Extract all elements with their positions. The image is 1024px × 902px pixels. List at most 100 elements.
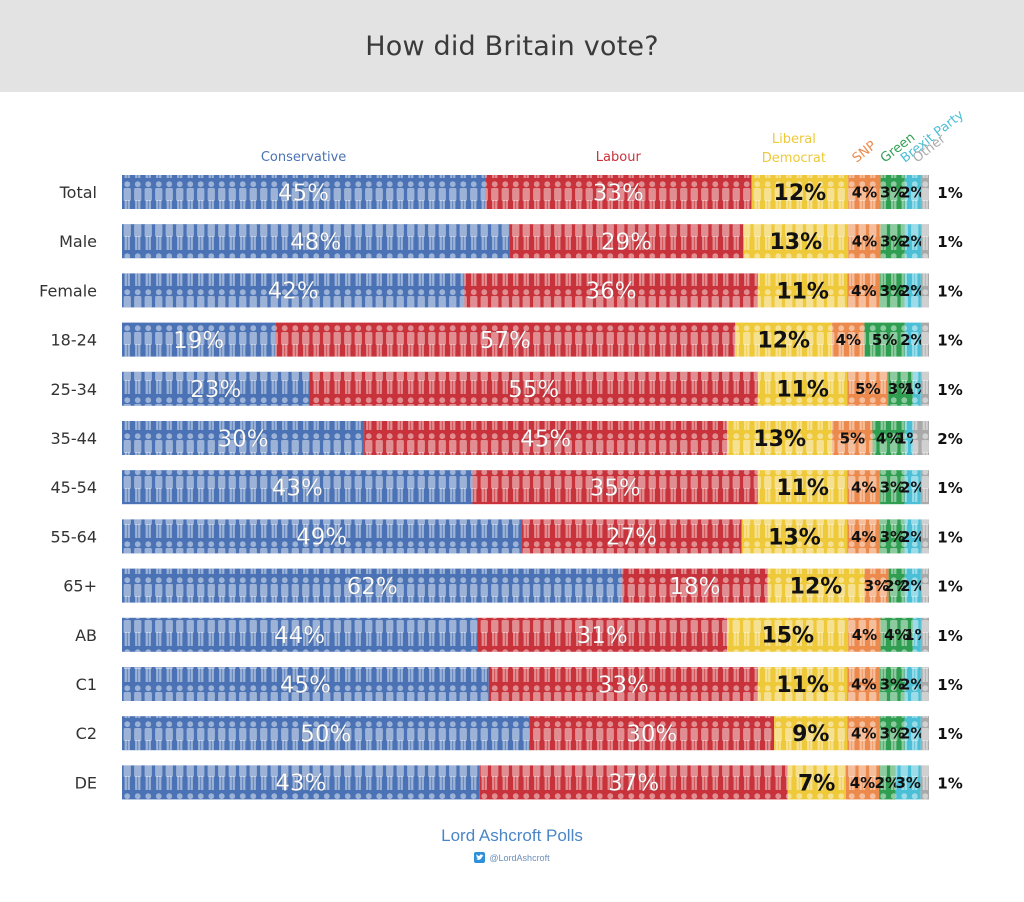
people-icon-overlay	[880, 224, 905, 259]
people-icon-overlay	[727, 421, 833, 455]
data-label-snp: 4%	[850, 774, 875, 792]
people-icon-overlay	[904, 175, 921, 209]
data-label-conservative: 49%	[296, 525, 347, 551]
data-label-snp: 4%	[852, 233, 877, 251]
people-icon-overlay	[880, 519, 905, 554]
people-icon-overlay	[757, 470, 848, 505]
data-label-brexit-party: 2%	[900, 183, 925, 201]
data-label-liberal-democrat: 9%	[792, 722, 829, 747]
people-icon-overlay	[904, 322, 921, 357]
people-icon-overlay	[122, 519, 522, 554]
data-label-labour: 33%	[598, 672, 649, 698]
category-label: 45-54	[51, 478, 98, 497]
people-icon-overlay	[122, 371, 310, 406]
people-icon-overlay	[847, 716, 881, 751]
data-label-conservative: 45%	[278, 180, 329, 206]
category-label: 65+	[63, 577, 97, 596]
data-label-brexit-party: 2%	[900, 233, 925, 251]
data-label-conservative: 62%	[347, 574, 398, 600]
data-label-other: 1%	[937, 627, 962, 645]
data-label-green: 3%	[880, 233, 905, 251]
category-label: C2	[76, 724, 97, 743]
people-icon-overlay	[472, 470, 758, 505]
data-label-other: 2%	[937, 430, 962, 448]
people-icon-overlay	[880, 273, 905, 308]
bar-row-25-34: 25-34 23% 55% 11% 5% 3%1% 1%	[51, 371, 963, 406]
people-icon-overlay	[847, 519, 881, 554]
people-icon-overlay	[741, 519, 848, 554]
people-icon-overlay	[880, 175, 905, 209]
people-icon-overlay	[477, 617, 728, 652]
people-icon-overlay	[879, 765, 896, 800]
people-icon-overlay	[904, 667, 921, 701]
data-label-liberal-democrat: 15%	[761, 624, 814, 649]
people-icon-overlay	[920, 224, 929, 259]
data-label-labour: 57%	[480, 328, 531, 354]
data-label-labour: 37%	[608, 771, 659, 797]
data-label-other: 1%	[937, 184, 962, 202]
data-label-labour: 35%	[590, 475, 641, 501]
people-icon-overlay	[767, 568, 865, 603]
people-icon-overlay	[122, 175, 486, 209]
people-icon-overlay	[509, 224, 744, 259]
people-icon-overlay	[751, 175, 849, 209]
people-icon-overlay	[872, 421, 905, 455]
people-icon-overlay	[895, 765, 921, 800]
people-icon-overlay	[848, 175, 881, 209]
data-label-green: 4%	[876, 429, 901, 447]
category-label: Total	[59, 183, 97, 202]
bar-row-female: Female 42% 36% 11% 4% 3%2% 1%	[39, 273, 963, 308]
data-label-snp: 3%	[864, 577, 889, 595]
people-icon-overlay	[880, 716, 905, 751]
data-label-conservative: 23%	[190, 377, 241, 403]
data-label-conservative: 48%	[290, 229, 341, 255]
data-label-green: 2%	[875, 774, 900, 792]
data-label-green: 3%	[880, 282, 905, 300]
people-icon-overlay	[488, 667, 758, 701]
category-label: Male	[59, 232, 97, 251]
people-icon-overlay	[848, 224, 881, 259]
people-icon-overlay	[122, 765, 480, 800]
people-icon-overlay	[920, 175, 929, 209]
data-label-snp: 4%	[836, 331, 861, 349]
people-icon-overlay	[622, 568, 768, 603]
people-icon-overlay	[904, 716, 921, 751]
data-label-green: 3%	[880, 725, 905, 743]
people-icon-overlay	[122, 322, 276, 357]
data-label-conservative: 43%	[275, 771, 326, 797]
people-icon-overlay	[122, 617, 478, 652]
data-label-snp: 4%	[851, 725, 876, 743]
data-label-snp: 4%	[851, 479, 876, 497]
legend-conservative: Conservative	[261, 150, 346, 165]
data-label-liberal-democrat: 7%	[798, 771, 835, 796]
data-label-green: 3%	[880, 183, 905, 201]
people-icon-overlay	[912, 371, 921, 406]
data-label-labour: 29%	[601, 229, 652, 255]
data-label-green: 2%	[884, 577, 909, 595]
people-icon-overlay	[122, 568, 623, 603]
people-icon-overlay	[904, 519, 921, 554]
people-icon-overlay	[904, 470, 921, 505]
data-label-labour: 18%	[669, 574, 720, 600]
bar-row-total: Total 45% 33% 12% 4% 3%2% 1%	[59, 175, 963, 209]
people-icon-overlay	[880, 470, 905, 505]
category-label: 25-34	[51, 380, 98, 399]
category-label: Female	[39, 281, 97, 300]
twitter-handle-row: @LordAshcroft	[0, 852, 1024, 863]
data-label-brexit-party: 2%	[900, 675, 925, 693]
data-label-liberal-democrat: 11%	[776, 673, 829, 698]
bar-row-c1: C1 45% 33% 11% 4% 3%2% 1%	[76, 667, 963, 701]
data-label-snp: 5%	[855, 380, 880, 398]
data-label-conservative: 44%	[274, 623, 325, 649]
data-label-labour: 55%	[508, 377, 559, 403]
category-label: 18-24	[51, 331, 98, 350]
data-label-conservative: 42%	[268, 279, 319, 305]
data-label-labour: 30%	[626, 721, 677, 747]
people-icon-overlay	[757, 667, 848, 701]
data-label-other: 1%	[937, 774, 962, 792]
people-icon-overlay	[920, 322, 929, 357]
data-label-liberal-democrat: 11%	[776, 378, 829, 403]
bar-row-c2: C2 50% 30% 9% 4% 3%2% 1%	[76, 716, 963, 751]
people-icon-overlay	[920, 273, 929, 308]
